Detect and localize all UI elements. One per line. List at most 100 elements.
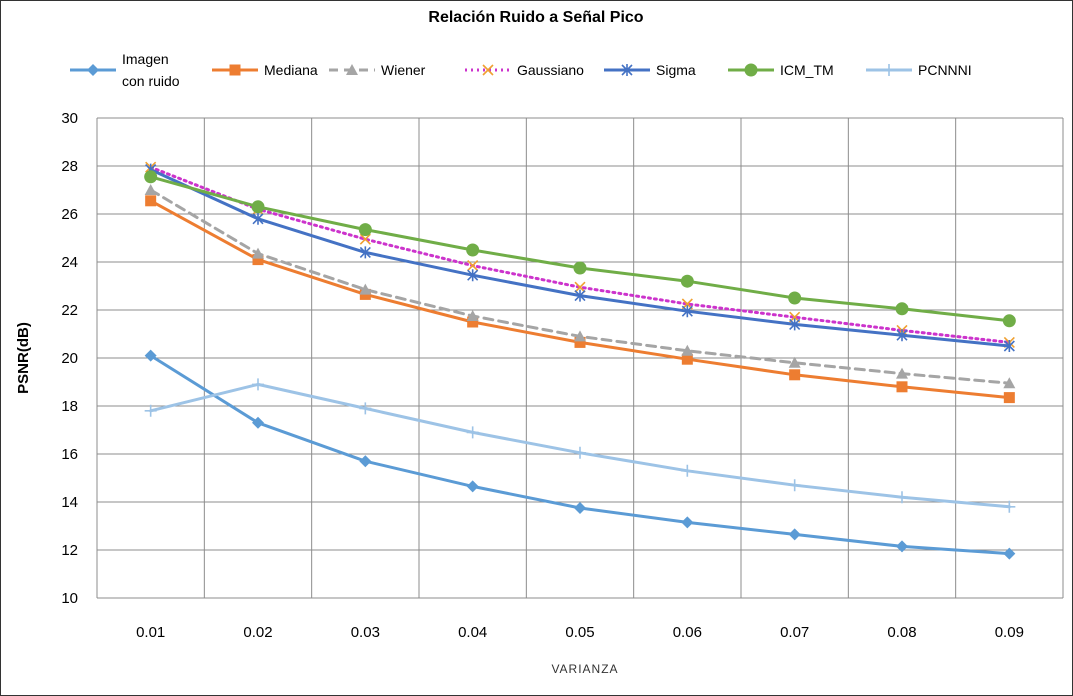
- data-point: [574, 446, 586, 459]
- data-point: [466, 426, 479, 439]
- data-point: [358, 223, 372, 237]
- x-tick-label: 0.05: [565, 624, 594, 641]
- grid: [96, 117, 1064, 599]
- y-tick-label: 22: [61, 302, 78, 319]
- x-tick-label: 0.08: [887, 624, 916, 641]
- legend-marker: [744, 63, 758, 77]
- data-point: [144, 404, 157, 417]
- legend-item: Mediana: [212, 62, 318, 78]
- data-point: [144, 170, 158, 184]
- data-point: [467, 269, 479, 282]
- legend-label: Gaussiano: [517, 62, 584, 78]
- series-sigma: [145, 163, 1015, 352]
- legend: Imagen con ruido Mediana Wiener Gaussiano Sig…: [70, 51, 972, 89]
- data-point: [359, 246, 371, 259]
- data-point: [359, 402, 372, 415]
- data-point: [895, 302, 909, 316]
- data-point: [251, 200, 265, 214]
- data-point: [252, 254, 264, 266]
- data-point: [359, 283, 372, 295]
- data-point: [1003, 340, 1015, 352]
- data-point: [1003, 500, 1016, 513]
- data-point: [573, 261, 587, 275]
- data-point: [1003, 392, 1015, 404]
- legend-item: Gaussiano: [465, 62, 584, 78]
- x-tick-label: 0.04: [458, 624, 487, 641]
- plot-area: [144, 161, 1016, 560]
- series-gaussiano: [145, 161, 1015, 348]
- series-line: [149, 168, 1011, 348]
- legend-label: Wiener: [381, 62, 426, 78]
- y-axis-ticks: 10 12 14 16 18 20 22 24 26 28 30: [61, 110, 78, 607]
- y-tick-label: 28: [61, 158, 78, 175]
- series-line: [149, 382, 1011, 509]
- series-icm_tm: [144, 170, 1016, 328]
- x-axis-label: VARIANZA: [551, 662, 618, 676]
- y-tick-label: 16: [61, 446, 78, 463]
- data-point: [467, 260, 479, 272]
- y-tick-label: 24: [61, 254, 78, 271]
- x-tick-label: 0.07: [780, 624, 809, 641]
- data-point: [252, 378, 264, 391]
- data-point: [788, 528, 801, 541]
- legend-marker: [346, 64, 358, 75]
- legend-marker: [229, 64, 241, 76]
- data-point: [359, 233, 371, 245]
- data-point: [680, 274, 694, 288]
- data-point: [574, 336, 586, 348]
- data-point: [896, 367, 908, 379]
- data-point: [359, 455, 372, 468]
- y-axis-label: PSNR(dB): [15, 322, 32, 394]
- x-tick-label: 0.06: [673, 624, 702, 641]
- data-point: [574, 281, 586, 293]
- legend-label: Sigma: [656, 62, 696, 78]
- data-point: [1003, 377, 1016, 389]
- data-point: [252, 247, 264, 259]
- data-point: [896, 381, 908, 393]
- legend-marker: [482, 64, 494, 76]
- x-axis-ticks: 0.01 0.02 0.03 0.04 0.05 0.06 0.07 0.08 0.09: [136, 624, 1024, 641]
- data-point: [789, 318, 801, 331]
- legend-item: Wiener: [329, 62, 426, 78]
- data-point: [574, 330, 586, 342]
- data-point: [788, 479, 801, 492]
- legend-label: con ruido: [122, 73, 180, 89]
- y-tick-label: 10: [61, 590, 78, 607]
- y-tick-label: 12: [61, 542, 78, 559]
- legend-item: PCNNNI: [866, 62, 972, 78]
- data-point: [788, 291, 802, 305]
- data-point: [466, 243, 480, 257]
- legend-label: PCNNNI: [918, 62, 972, 78]
- data-point: [1003, 547, 1016, 560]
- data-point: [574, 502, 586, 514]
- series-pcnnni: [144, 378, 1016, 513]
- data-point: [681, 516, 694, 529]
- legend-marker: [883, 64, 895, 76]
- data-point: [896, 329, 908, 342]
- legend-label: ICM_TM: [780, 62, 834, 78]
- legend-label: Imagen: [122, 51, 169, 67]
- data-point: [896, 540, 908, 553]
- data-point: [252, 212, 264, 225]
- data-point: [681, 305, 693, 318]
- chart-title: Relación Ruido a Señal Pico: [428, 9, 643, 26]
- legend-item: Imagen con ruido: [70, 51, 180, 89]
- legend-marker: [87, 64, 99, 76]
- data-point: [252, 416, 264, 429]
- data-point: [145, 195, 157, 207]
- y-tick-label: 14: [61, 494, 78, 511]
- data-point: [681, 344, 694, 356]
- legend-marker: [621, 64, 633, 76]
- data-point: [466, 310, 479, 321]
- series-wiener: [144, 184, 1016, 389]
- data-point: [789, 369, 801, 381]
- x-tick-label: 0.02: [243, 624, 272, 641]
- y-tick-label: 26: [61, 206, 78, 223]
- data-point: [681, 353, 693, 365]
- data-point: [681, 464, 694, 477]
- y-tick-label: 18: [61, 398, 78, 415]
- data-point: [1002, 314, 1016, 328]
- x-tick-label: 0.09: [995, 624, 1024, 641]
